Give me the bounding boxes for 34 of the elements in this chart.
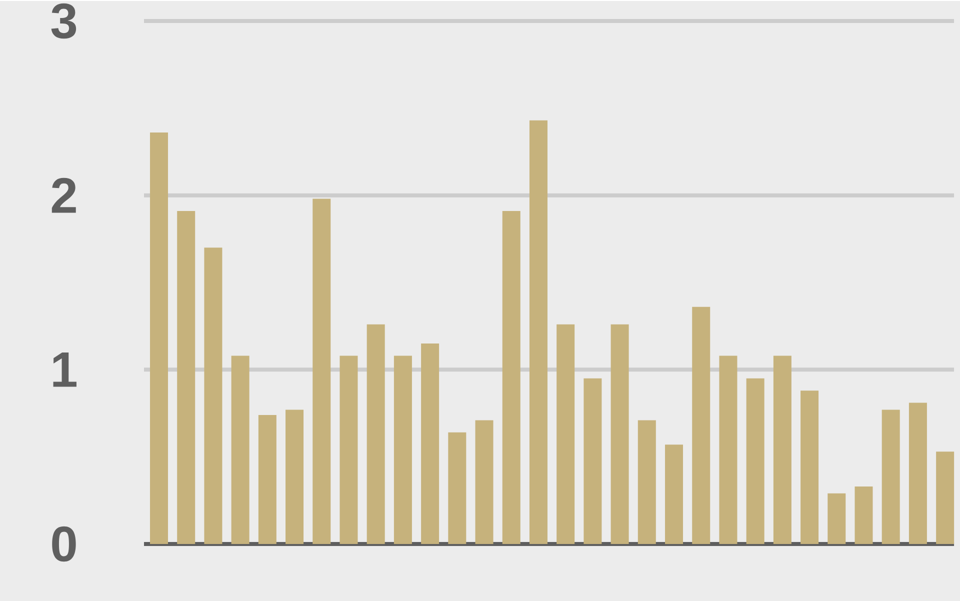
bar: [908, 402, 927, 544]
bar: [584, 378, 602, 544]
bar: [231, 356, 250, 544]
bar: [312, 198, 331, 544]
y-tick-label: 1: [53, 352, 76, 387]
bar: [366, 324, 385, 544]
bar: [556, 324, 575, 544]
bar: [665, 444, 684, 544]
bar: [475, 420, 494, 544]
bar: [204, 248, 222, 544]
y-tick-label: 2: [52, 178, 76, 213]
bar: [800, 390, 819, 544]
bar: [448, 432, 466, 544]
bar: [936, 452, 954, 544]
bar: [150, 132, 168, 544]
bar: [421, 344, 440, 544]
bar: [692, 306, 710, 544]
bar: [529, 120, 548, 544]
bar: [882, 410, 900, 544]
bar: [719, 356, 738, 544]
bar: [502, 211, 520, 544]
bar: [638, 420, 656, 544]
bar: [286, 410, 304, 544]
y-tick-label: 3: [51, 3, 76, 39]
bar: [610, 324, 629, 544]
bar: [340, 356, 358, 544]
bar: [394, 356, 412, 544]
bar: [258, 414, 276, 544]
y-tick-label: 0: [52, 526, 76, 562]
bar: [854, 486, 873, 544]
bar: [746, 378, 764, 544]
bar: [828, 493, 846, 544]
bar: [773, 356, 792, 544]
bar: [177, 211, 196, 544]
